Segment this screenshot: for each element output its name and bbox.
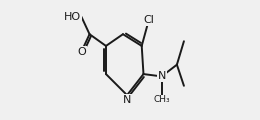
Text: O: O (77, 47, 86, 57)
Text: HO: HO (64, 12, 81, 22)
Text: N: N (123, 95, 131, 105)
Text: CH₃: CH₃ (153, 95, 170, 104)
Text: N: N (158, 71, 166, 81)
Text: Cl: Cl (143, 15, 154, 25)
